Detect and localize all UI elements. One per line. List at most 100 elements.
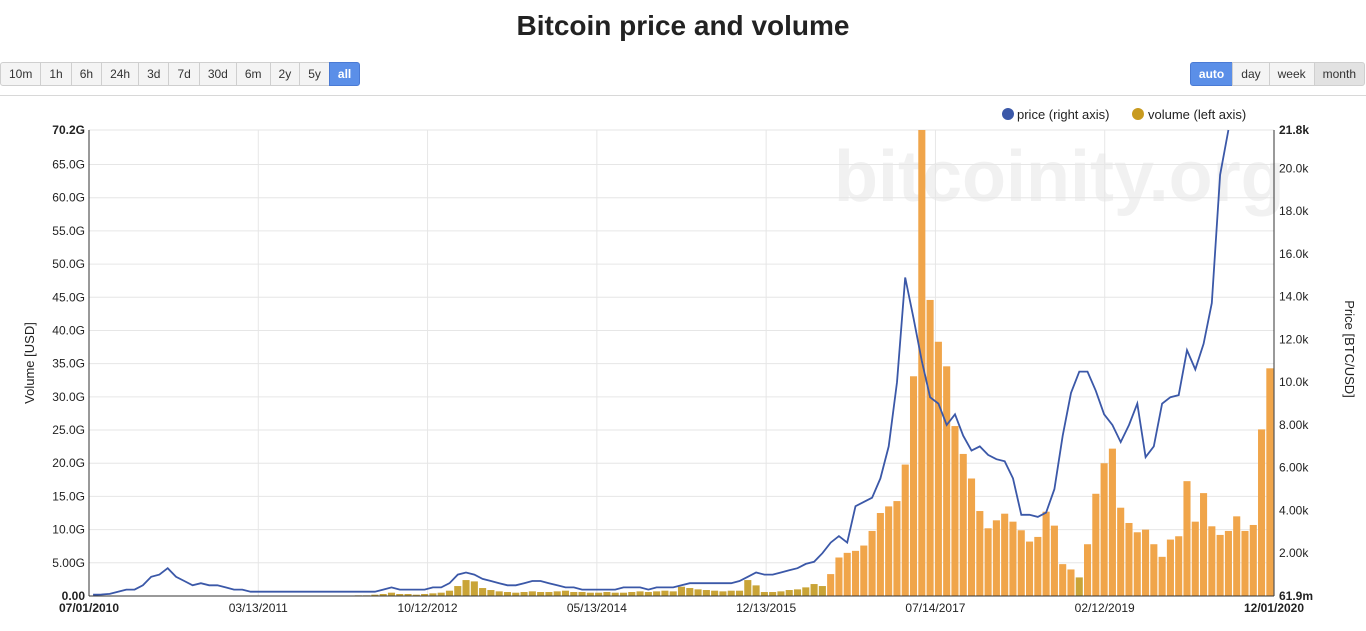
resolution-auto-button[interactable]: auto [1189,62,1234,86]
volume-bar [1241,530,1249,596]
volume-bar [893,501,901,596]
volume-bar [992,520,1000,596]
volume-bar [926,299,934,596]
legend-price-marker [1002,108,1014,120]
volume-bar [967,478,976,596]
resolution-day-button[interactable]: day [1232,62,1270,86]
volume-bar [445,590,454,596]
volume-bar [653,591,661,596]
chart-area: bitcoinity.org 0.00 5.00G 10.0G 15.0G 20.0G 2… [0,95,1366,631]
right-tick-label: 61.9m [1279,589,1313,603]
volume-bar [421,594,429,596]
range-5y-button[interactable]: 5y [299,62,330,86]
volume-bar [1175,536,1183,596]
range-1h-button[interactable]: 1h [40,62,72,86]
volume-bar [1017,530,1025,596]
volume-bar [843,552,851,596]
legend-price-label[interactable]: price (right axis) [1017,107,1109,122]
right-tick-label: 20.0k [1279,161,1309,175]
volume-bar [1059,564,1067,596]
volume-bar [537,592,545,596]
right-tick-label: 10.0k [1279,375,1309,389]
volume-bar [943,366,951,596]
volume-bar [1034,536,1042,596]
volume-bar [860,545,868,596]
volume-bar [561,590,570,596]
volume-bar [512,592,520,596]
right-tick-label: 16.0k [1279,247,1309,261]
left-tick-label: 35.0G [52,357,85,371]
volume-bar [396,594,404,596]
volume-bar [520,592,528,596]
volume-bar [1224,530,1232,596]
volume-bar [1249,524,1257,596]
range-6m-button[interactable]: 6m [235,62,271,86]
range-30d-button[interactable]: 30d [198,62,237,86]
range-all-button[interactable]: all [328,62,361,86]
volume-bar [901,464,909,596]
volume-bar [462,580,470,596]
left-tick-label: 30.0G [52,390,85,404]
volume-bar [802,587,810,596]
volume-bar [984,528,992,596]
left-tick-label: 20.0G [52,456,85,470]
volume-bar [454,586,462,596]
right-axis-title: Price [BTC/USD] [1342,300,1357,398]
volume-bar [735,590,744,596]
range-2y-button[interactable]: 2y [269,62,301,86]
range-3d-button[interactable]: 3d [138,62,170,86]
volume-bar [702,590,710,596]
volume-bar [1266,368,1274,596]
left-tick-label: 60.0G [52,191,85,205]
volume-bar [479,588,487,596]
volume-bar [503,592,512,596]
grid [89,129,1274,597]
x-tick-label: 05/13/2014 [567,601,627,615]
page-title: Bitcoin price and volume [516,10,850,41]
left-tick-label: 40.0G [52,323,85,337]
watermark: bitcoinity.org [834,137,1285,217]
volume-bar [769,592,777,596]
range-10m-button[interactable]: 10m [0,62,42,86]
volume-bar [694,589,702,596]
volume-bar [1200,493,1208,596]
volume-bar [1150,544,1158,596]
volume-bar [686,588,694,596]
volume-bar [951,426,959,596]
volume-bar [1183,481,1191,596]
right-tick-label: 2.00k [1279,546,1309,560]
volume-bar [1100,463,1108,596]
x-tick-label: 10/12/2012 [398,601,458,615]
volume-bar [437,592,445,596]
volume-bar [793,589,802,596]
volume-bar [553,591,561,596]
right-tick-label: 12.0k [1279,332,1309,346]
right-axis-ticks: 61.9m 2.00k 4.00k 6.00k 8.00k 10.0k 12.0k 14.0k… [1279,123,1313,603]
price-line [93,129,1230,596]
volume-bar [528,591,536,596]
right-tick-label: 4.00k [1279,503,1309,517]
volume-bar [818,586,826,596]
range-6h-button[interactable]: 6h [70,62,103,86]
legend[interactable]: price (right axis) volume (left axis) [1002,107,1246,122]
volume-bar [1133,532,1141,596]
volume-bar [578,592,586,596]
volume-bar [1084,544,1092,596]
legend-volume-label[interactable]: volume (left axis) [1148,107,1246,122]
range-24h-button[interactable]: 24h [101,62,140,86]
volume-bar [744,580,752,596]
volume-bar [1042,511,1050,596]
price-volume-chart: bitcoinity.org 0.00 5.00G 10.0G 15.0G 20.0G 2… [22,107,1357,615]
volume-bar [885,506,893,596]
resolution-week-button[interactable]: week [1268,62,1315,86]
volume-bar [1001,513,1009,596]
volume-bar [619,592,628,596]
resolution-month-button[interactable]: month [1313,62,1365,86]
volume-bar [611,592,619,596]
range-7d-button[interactable]: 7d [168,62,200,86]
volume-bar [1191,521,1199,596]
x-tick-label: 07/14/2017 [905,601,965,615]
volume-bar [371,594,379,596]
left-tick-label: 65.0G [52,158,85,172]
left-tick-label: 10.0G [52,523,85,537]
